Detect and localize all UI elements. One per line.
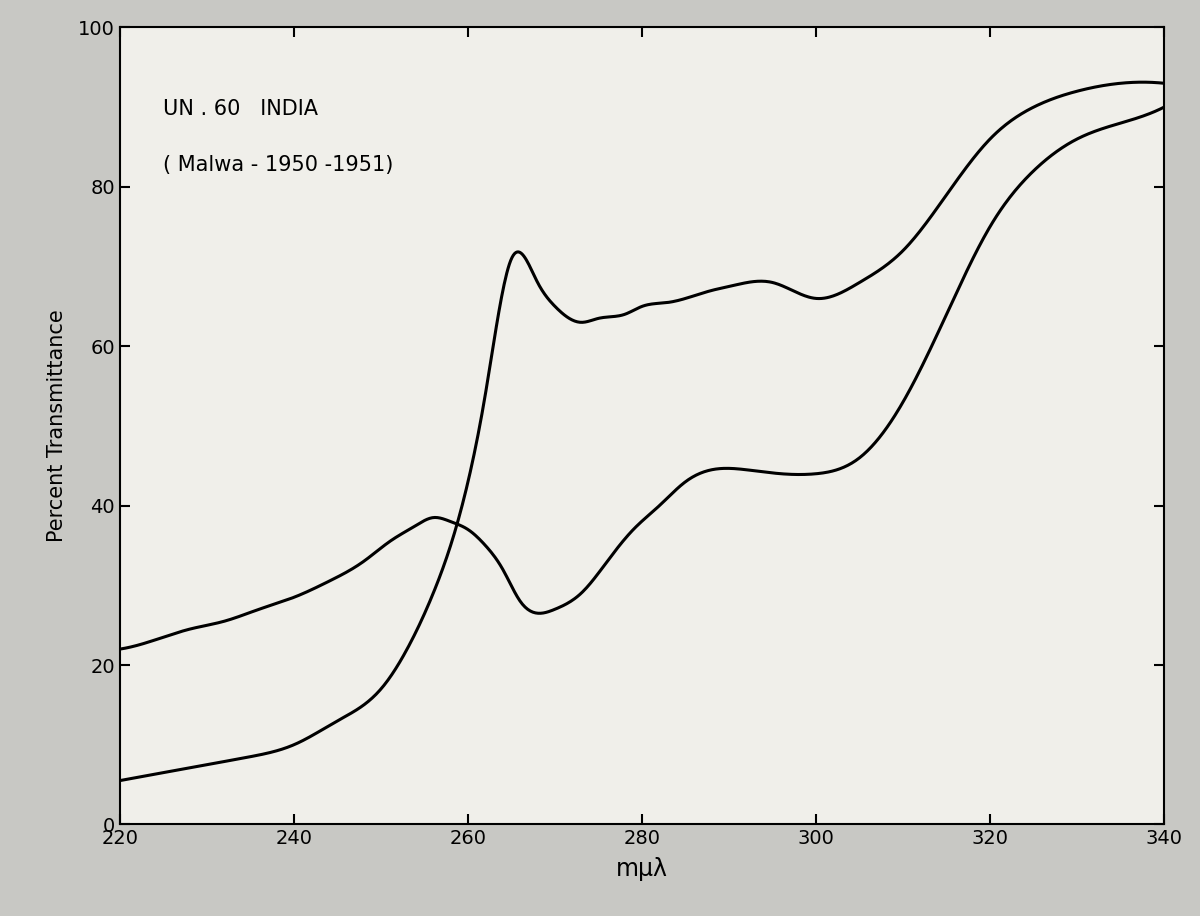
Y-axis label: Percent Transmittance: Percent Transmittance [47,310,67,542]
X-axis label: mμλ: mμλ [616,856,668,880]
Text: UN . 60   INDIA: UN . 60 INDIA [163,99,318,119]
Text: ( Malwa - 1950 -1951): ( Malwa - 1950 -1951) [163,155,394,175]
